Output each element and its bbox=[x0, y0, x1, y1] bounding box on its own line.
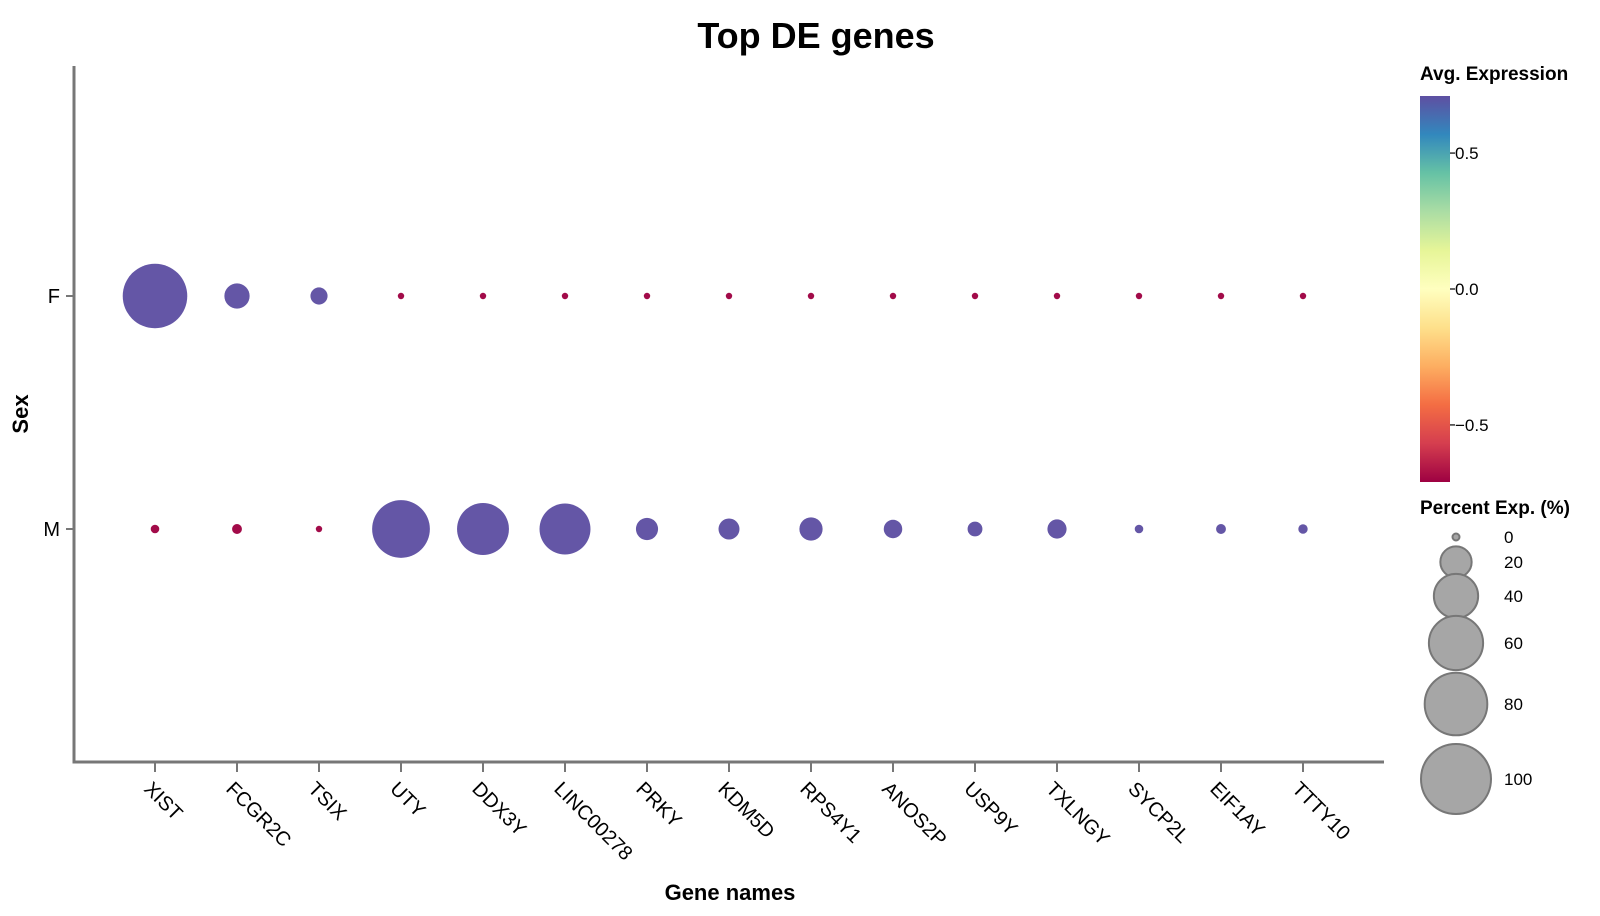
y-axis-title: Sex bbox=[8, 394, 33, 434]
dot-F-UTY bbox=[397, 292, 405, 300]
size-legend-label: 100 bbox=[1504, 770, 1532, 789]
y-tick-label: M bbox=[43, 519, 60, 541]
dot-F-PRKY bbox=[643, 292, 651, 300]
x-tick-label: TXLNGY bbox=[1041, 778, 1113, 850]
dot-F-TTTY10 bbox=[1299, 292, 1307, 300]
size-legend-circle bbox=[1420, 743, 1492, 815]
x-tick-label: EIF1AY bbox=[1205, 778, 1268, 841]
x-tick-label: PRKY bbox=[631, 778, 685, 832]
dot-M-TSIX bbox=[315, 525, 323, 533]
dot-F-EIF1AY bbox=[1217, 292, 1225, 300]
x-tick-label: TTTY10 bbox=[1287, 778, 1354, 845]
dot-M-ANOS2P bbox=[883, 519, 903, 539]
size-legend-circle bbox=[1432, 572, 1480, 620]
size-legend-label: 0 bbox=[1504, 528, 1513, 547]
size-legend-label: 80 bbox=[1504, 695, 1523, 714]
dot-M-DDX3Y bbox=[457, 503, 509, 555]
dot-F-RPS4Y1 bbox=[807, 292, 815, 300]
y-axis: FM bbox=[43, 66, 76, 762]
dot-M-SYCP2L bbox=[1134, 524, 1144, 534]
color-bar-tick-label: −0.5 bbox=[1455, 416, 1489, 435]
dot-F-TSIX bbox=[310, 287, 328, 305]
size-legend-circle bbox=[1451, 532, 1461, 542]
size-legend: Percent Exp. (%) 0 20 40 60 80 100 bbox=[1420, 498, 1570, 815]
dot-F-FCGR2C bbox=[224, 283, 250, 309]
x-tick-label: KDM5D bbox=[713, 778, 778, 843]
x-tick-label: DDX3Y bbox=[467, 778, 530, 841]
x-axis-title: Gene names bbox=[665, 880, 796, 905]
size-legend-label: 20 bbox=[1504, 553, 1523, 572]
x-tick-label: LINC00278 bbox=[549, 778, 636, 865]
dot-M-LINC00278 bbox=[539, 503, 591, 555]
color-bar bbox=[1420, 96, 1450, 482]
dot-F-XIST bbox=[122, 263, 188, 329]
dot-M-TTTY10 bbox=[1298, 524, 1308, 534]
x-tick-label: SYCP2L bbox=[1123, 778, 1193, 848]
x-tick-label: UTY bbox=[385, 778, 429, 822]
x-tick-label: FCGR2C bbox=[221, 778, 295, 852]
dot-F-SYCP2L bbox=[1135, 292, 1143, 300]
size-legend-circle bbox=[1427, 614, 1485, 672]
dot-M-USP9Y bbox=[967, 521, 983, 537]
dot-M-RPS4Y1 bbox=[799, 517, 823, 541]
plot-area bbox=[122, 263, 1308, 558]
y-tick-label: F bbox=[48, 286, 60, 308]
dot-F-LINC00278 bbox=[561, 292, 569, 300]
dot-M-TXLNGY bbox=[1047, 519, 1067, 539]
dot-M-EIF1AY bbox=[1216, 524, 1226, 534]
color-legend-title: Avg. Expression bbox=[1420, 64, 1568, 85]
color-legend: Avg. Expression 0.5 0.0 −0.5 bbox=[1420, 64, 1568, 482]
color-bar-tick-label: 0.0 bbox=[1455, 280, 1479, 299]
dot-F-DDX3Y bbox=[479, 292, 487, 300]
dot-M-XIST bbox=[150, 524, 160, 534]
x-tick-label: XIST bbox=[139, 778, 186, 825]
dot-M-KDM5D bbox=[718, 518, 740, 540]
dot-F-TXLNGY bbox=[1053, 292, 1061, 300]
size-legend-title: Percent Exp. (%) bbox=[1420, 498, 1570, 519]
color-bar-tick-label: 0.5 bbox=[1455, 144, 1479, 163]
dot-M-FCGR2C bbox=[232, 524, 242, 534]
dot-F-USP9Y bbox=[971, 292, 979, 300]
size-legend-circle bbox=[1423, 671, 1489, 737]
dot-F-KDM5D bbox=[725, 292, 733, 300]
x-tick-label: ANOS2P bbox=[877, 778, 950, 851]
dot-F-ANOS2P bbox=[889, 292, 897, 300]
dot-M-UTY bbox=[372, 500, 430, 558]
chart-title: Top DE genes bbox=[697, 15, 934, 56]
x-tick-label: RPS4Y1 bbox=[795, 778, 865, 848]
x-tick-label: TSIX bbox=[303, 778, 350, 825]
dot-M-PRKY bbox=[635, 517, 659, 541]
size-legend-label: 40 bbox=[1504, 587, 1523, 606]
size-legend-label: 60 bbox=[1504, 634, 1523, 653]
x-tick-label: USP9Y bbox=[959, 778, 1021, 840]
